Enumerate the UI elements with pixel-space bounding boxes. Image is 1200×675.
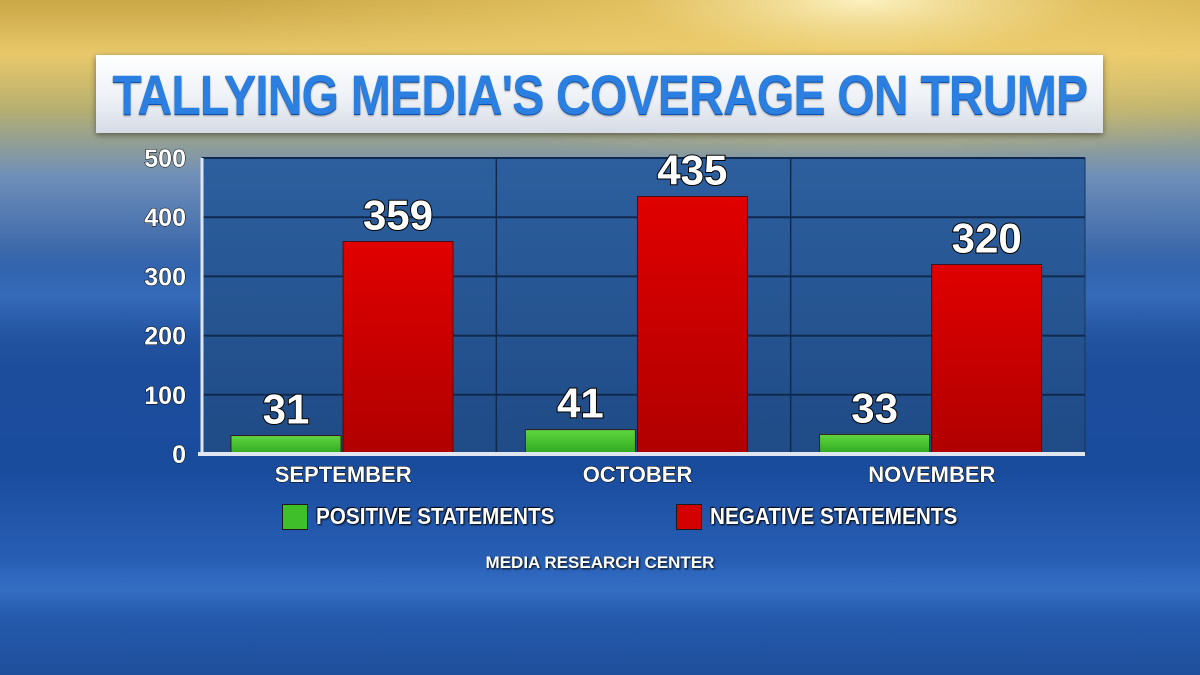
x-tick-label: SEPTEMBER: [275, 462, 412, 487]
data-label: 435: [657, 146, 727, 193]
legend: POSITIVE STATEMENTS NEGATIVE STATEMENTS: [0, 503, 1200, 537]
data-label: 41: [557, 380, 604, 427]
bar-negative: [636, 196, 748, 455]
bar-negative: [342, 241, 454, 455]
data-label: 31: [263, 386, 310, 433]
y-tick-label: 500: [144, 145, 186, 173]
data-label: 359: [363, 191, 433, 238]
legend-item-positive: POSITIVE STATEMENTS: [282, 503, 581, 530]
bar-positive: [230, 435, 342, 455]
bar-positive: [819, 434, 931, 455]
data-label: 320: [952, 215, 1022, 262]
legend-item-negative: NEGATIVE STATEMENTS: [676, 503, 985, 530]
legend-label-positive: POSITIVE STATEMENTS: [316, 503, 555, 529]
y-tick-label: 200: [144, 323, 186, 351]
y-tick-label: 100: [144, 382, 186, 410]
y-tick-label: 400: [144, 204, 186, 232]
chart-title: TALLYING MEDIA'S COVERAGE ON TRUMP: [112, 62, 1088, 126]
bar-positive: [524, 429, 636, 455]
legend-label-negative: NEGATIVE STATEMENTS: [710, 503, 958, 529]
legend-swatch-negative: [676, 503, 702, 530]
source-credit: MEDIA RESEARCH CENTER: [485, 553, 715, 572]
y-tick-label: 0: [172, 441, 186, 469]
legend-swatch-positive: [282, 503, 308, 530]
title-banner: TALLYING MEDIA'S COVERAGE ON TRUMP: [96, 55, 1103, 133]
x-tick-label: NOVEMBER: [868, 462, 995, 487]
bar-negative: [931, 264, 1043, 455]
data-label: 33: [851, 384, 898, 431]
x-tick-label: OCTOBER: [583, 462, 693, 487]
y-tick-label: 300: [144, 263, 186, 291]
